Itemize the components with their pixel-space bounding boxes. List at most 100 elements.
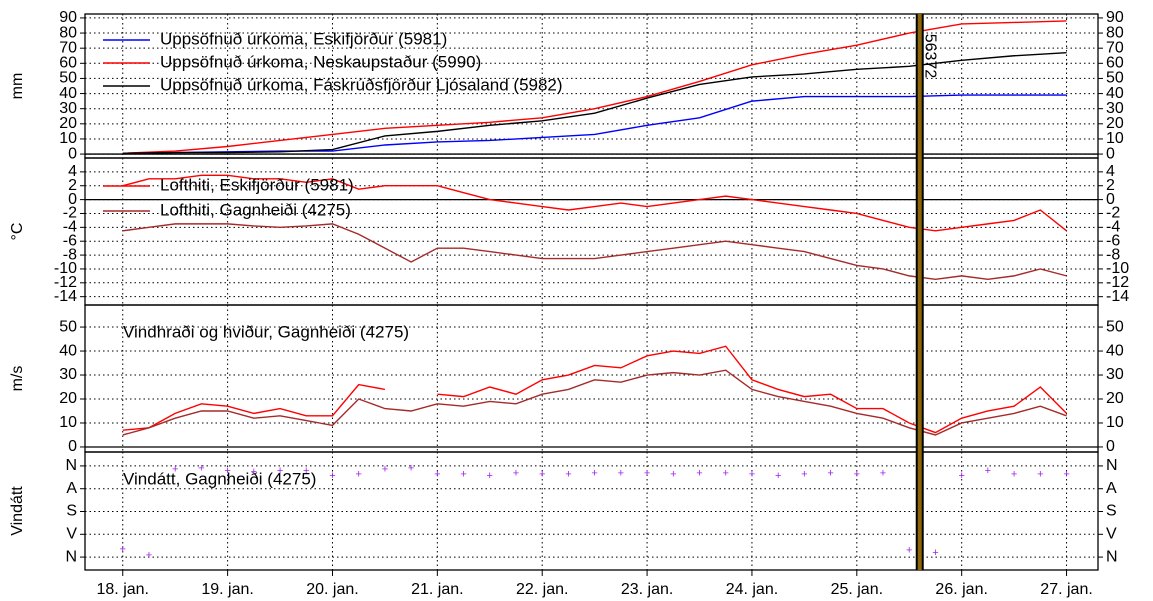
point: + (723, 467, 729, 479)
y-axis-label: mm (9, 73, 26, 100)
y-tick-label: 50 (1106, 70, 1124, 87)
point: + (513, 467, 519, 479)
y-tick-label: 0 (68, 438, 77, 455)
point: + (775, 470, 781, 482)
y-tick-label: -8 (63, 246, 77, 263)
y-tick-label: 70 (59, 39, 77, 56)
y-tick-label: 40 (59, 85, 77, 102)
y-tick-label: 20 (59, 390, 77, 407)
y-tick-label: -14 (1106, 288, 1129, 305)
x-tick-label: 24. jan. (726, 581, 778, 598)
marker-band (917, 14, 922, 570)
y-tick-label: 50 (59, 70, 77, 87)
y-tick-label: -10 (54, 260, 77, 277)
legend-label: Uppsöfnuð úrkoma, Fáskrúðsfjörður Ljósal… (160, 75, 563, 94)
y-tick-label: 20 (1106, 390, 1124, 407)
y-tick-label: 60 (59, 55, 77, 72)
point: + (460, 469, 466, 481)
series-line (122, 345, 1068, 434)
x-tick-label: 27. jan. (1040, 581, 1092, 598)
y-tick-label: 30 (1106, 100, 1124, 117)
point: + (198, 462, 204, 474)
series-line (122, 174, 1067, 232)
y-tick-label: -2 (63, 205, 77, 222)
point: + (644, 467, 650, 479)
y-tick-label: A (1106, 480, 1117, 497)
point: + (277, 465, 283, 477)
point: + (1037, 469, 1043, 481)
y-tick-label: 0 (1106, 145, 1115, 162)
y-tick-label: 10 (1106, 130, 1124, 147)
point: + (487, 470, 493, 482)
y-tick-label: 0 (1106, 438, 1115, 455)
y-tick-label: -4 (63, 219, 77, 236)
annotation-label: 56372 (921, 34, 938, 79)
series-line (122, 52, 1067, 155)
x-tick-label: 21. jan. (411, 581, 463, 598)
point: + (1063, 469, 1069, 481)
y-tick-label: 0 (68, 191, 77, 208)
y-axis-label: Vindátt (9, 486, 26, 536)
y-tick-label: 80 (1106, 24, 1124, 41)
y-tick-label: 10 (1106, 414, 1124, 431)
y-tick-label: N (65, 548, 77, 565)
legend-label: Uppsöfnuð úrkoma, Neskaupstaður (5990) (160, 52, 481, 71)
y-axis-label: m/s (9, 366, 26, 392)
y-tick-label: N (1106, 457, 1118, 474)
y-tick-label: 30 (59, 100, 77, 117)
y-tick-label: -4 (1106, 219, 1120, 236)
point: + (1011, 469, 1017, 481)
y-tick-label: S (66, 503, 77, 520)
y-tick-label: 80 (59, 24, 77, 41)
y-tick-label: 10 (59, 414, 77, 431)
y-tick-label: 4 (1106, 163, 1115, 180)
point: + (539, 469, 545, 481)
y-tick-label: 90 (1106, 9, 1124, 26)
x-tick-label: 26. jan. (935, 581, 987, 598)
point: + (827, 467, 833, 479)
y-tick-label: S (1106, 503, 1117, 520)
point: + (224, 465, 230, 477)
y-tick-label: 30 (59, 366, 77, 383)
y-tick-label: V (66, 526, 77, 543)
y-tick-label: -8 (1106, 246, 1120, 263)
y-tick-label: 2 (1106, 177, 1115, 194)
point: + (565, 469, 571, 481)
point: + (670, 469, 676, 481)
point: + (251, 466, 257, 478)
point: + (906, 545, 912, 557)
y-tick-label: 90 (59, 9, 77, 26)
point: + (355, 469, 361, 481)
panel-title: Vindátt, Gagnheiði (4275) (123, 469, 316, 488)
point: + (854, 469, 860, 481)
y-tick-label: 0 (68, 145, 77, 162)
series-line (122, 223, 1067, 281)
y-tick-label: 4 (68, 163, 77, 180)
y-tick-label: -10 (1106, 260, 1129, 277)
y-tick-label: -2 (1106, 205, 1120, 222)
y-tick-label: -14 (54, 288, 77, 305)
point: + (958, 470, 964, 482)
y-tick-label: -6 (63, 232, 77, 249)
series-line (122, 94, 1067, 155)
y-tick-label: 40 (1106, 342, 1124, 359)
y-tick-label: 20 (59, 115, 77, 132)
point: + (172, 464, 178, 476)
point: + (329, 470, 335, 482)
x-tick-label: 19. jan. (201, 581, 253, 598)
y-tick-label: 20 (1106, 115, 1124, 132)
legend-label: Lofthiti, Eskifjörður (5981) (160, 175, 354, 194)
y-tick-label: 70 (1106, 39, 1124, 56)
panel-frame (84, 451, 1099, 571)
point: + (146, 550, 152, 562)
point: + (434, 469, 440, 481)
series-line (122, 369, 1067, 436)
y-tick-label: 10 (59, 130, 77, 147)
x-tick-label: 23. jan. (621, 581, 673, 598)
point: + (801, 469, 807, 481)
point: + (932, 547, 938, 559)
y-tick-label: -6 (1106, 232, 1120, 249)
y-tick-label: V (1106, 526, 1117, 543)
y-tick-label: N (65, 457, 77, 474)
